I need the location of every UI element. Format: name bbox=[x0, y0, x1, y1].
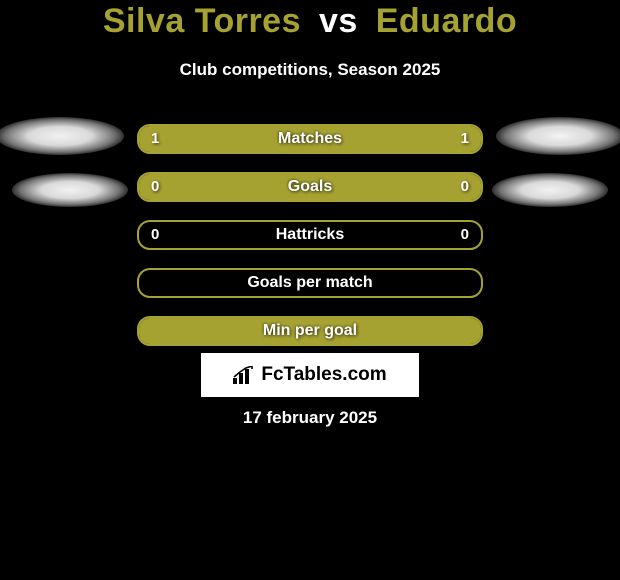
stat-label: Goals per match bbox=[139, 270, 481, 296]
stat-bar: 00Goals bbox=[137, 172, 483, 202]
stat-bar: Min per goal bbox=[137, 316, 483, 346]
glow-ellipse-left-2 bbox=[12, 173, 128, 207]
source-badge: FcTables.com bbox=[201, 353, 419, 397]
date-label: 17 february 2025 bbox=[0, 408, 620, 428]
glow-ellipse-right-1 bbox=[496, 117, 620, 155]
stat-bar: Goals per match bbox=[137, 268, 483, 298]
player1-name: Silva Torres bbox=[103, 2, 301, 40]
stat-bar: 11Matches bbox=[137, 124, 483, 154]
source-badge-text: FcTables.com bbox=[261, 364, 386, 386]
stat-label: Goals bbox=[139, 174, 481, 200]
stat-label: Min per goal bbox=[139, 318, 481, 344]
vs-label: vs bbox=[311, 2, 366, 40]
stat-bar: 00Hattricks bbox=[137, 220, 483, 250]
bars-icon bbox=[233, 366, 255, 384]
stat-label: Matches bbox=[139, 126, 481, 152]
player2-name: Eduardo bbox=[376, 2, 517, 40]
stat-label: Hattricks bbox=[139, 222, 481, 248]
stat-bars: 11Matches 00Goals 00Hattricks Goals per mat… bbox=[137, 124, 483, 364]
glow-ellipse-left-1 bbox=[0, 117, 124, 155]
subtitle: Club competitions, Season 2025 bbox=[0, 60, 620, 80]
comparison-title: Silva Torres vs Eduardo bbox=[0, 2, 620, 41]
glow-ellipse-right-2 bbox=[492, 173, 608, 207]
